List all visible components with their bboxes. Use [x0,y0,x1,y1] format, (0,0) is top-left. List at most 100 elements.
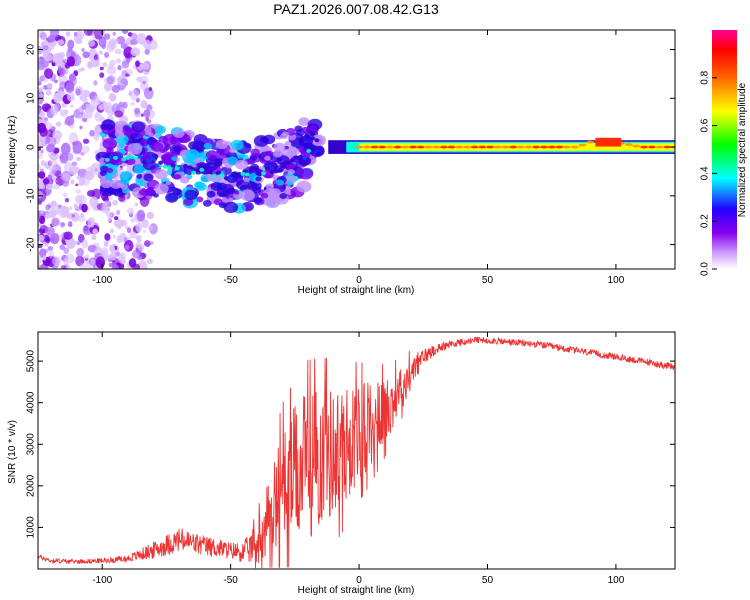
noise-blob [78,177,86,186]
noise-blob [117,65,122,71]
noise-blob [76,175,81,180]
noise-blob [70,179,75,185]
noise-blob [59,221,66,228]
noise-blob [135,202,139,207]
noise-blob [114,48,122,55]
tone-hot-spot [378,145,387,149]
tone-hot-spot [370,145,379,149]
noise-blob [130,89,139,101]
noise-blob [130,218,135,223]
noise-blob [146,211,154,220]
core-blob [150,156,156,161]
spectrogram-x-tick-label: 50 [482,275,494,286]
spectrogram-x-tick-label: 0 [356,275,362,286]
noise-blob [66,213,72,218]
snr-series-line [38,336,675,569]
noise-blob [38,164,42,171]
noise-blob [111,264,120,269]
noise-blob [43,234,50,242]
noise-blob [64,62,71,69]
core-blob [199,167,205,172]
band-blob [143,173,154,182]
band-blob [195,196,204,203]
core-blob [240,171,246,176]
noise-blob [42,50,49,58]
colorbar-gradient [712,30,737,269]
noise-blob [135,222,143,233]
band-blob [282,131,289,137]
noise-blob [112,31,117,36]
core-blob [170,163,176,168]
band-blob [104,173,113,180]
noise-blob [42,44,49,51]
band-blob [229,148,236,154]
band-blob [275,179,285,186]
noise-blob [140,113,145,117]
noise-blob [68,206,73,210]
band-blob [298,135,314,147]
noise-blob [52,256,62,267]
noise-blob [147,119,152,125]
noise-blob [67,92,75,102]
tone-hot-spot [647,145,656,149]
noise-blob [44,68,54,79]
band-blob [206,190,216,198]
snr-x-axis: -100 -50 0 50 100 [92,332,625,586]
noise-blob [82,138,90,144]
noise-blob [38,107,41,115]
noise-blob [50,232,60,245]
noise-blob [115,209,121,215]
noise-blob [45,122,53,130]
noise-blob [112,200,119,206]
spectrogram-y-tick-label: -10 [26,188,37,203]
noise-blob [84,253,90,260]
noise-blob [135,235,142,241]
noise-blob [45,226,55,236]
band-blob [192,140,207,152]
core-blob [310,136,316,141]
band-blob [308,124,318,131]
core-blob [232,171,238,176]
core-blob [195,168,201,173]
noise-blob [38,183,46,191]
tone-hot-spot [663,145,672,149]
noise-blob [50,216,61,228]
noise-blob [70,51,76,58]
noise-blob [104,233,111,241]
snr-y-axis: 1000 2000 3000 4000 5000 [26,350,675,539]
noise-blob [95,256,106,269]
noise-blob [60,265,66,269]
noise-blob [60,142,71,156]
tone-hot-spot [393,145,402,149]
colorbar-tick-label: 0.2 [700,214,711,228]
band-blob [286,180,293,186]
noise-blob [47,209,57,219]
noise-blob [49,30,60,38]
noise-blob [38,93,44,99]
noise-blob [104,52,110,59]
core-blob [281,164,287,169]
core-blob [211,173,217,178]
noise-blob [53,183,60,190]
tone-peak [595,137,622,147]
colorbar: 0.0 0.2 0.4 0.6 0.8 Normalized spectral ampl… [700,30,748,276]
band-blob [249,183,257,189]
noise-blob [143,240,151,247]
core-blob [224,176,230,181]
tone-hot-spot [509,145,518,149]
noise-blob [53,92,62,104]
noise-blob [55,170,62,178]
noise-blob [51,62,56,67]
band-blob [310,132,316,137]
noise-blob [121,30,129,35]
noise-blob [131,48,138,55]
noise-blob [129,231,137,239]
tone-hot-spot [586,140,595,144]
core-blob [187,165,193,170]
noise-blob [123,237,128,242]
noise-blob [98,50,103,55]
band-blob [118,143,125,149]
band-blob [272,149,283,158]
spectrogram-x-tick-label: -50 [223,275,238,286]
noise-blob [81,89,91,98]
